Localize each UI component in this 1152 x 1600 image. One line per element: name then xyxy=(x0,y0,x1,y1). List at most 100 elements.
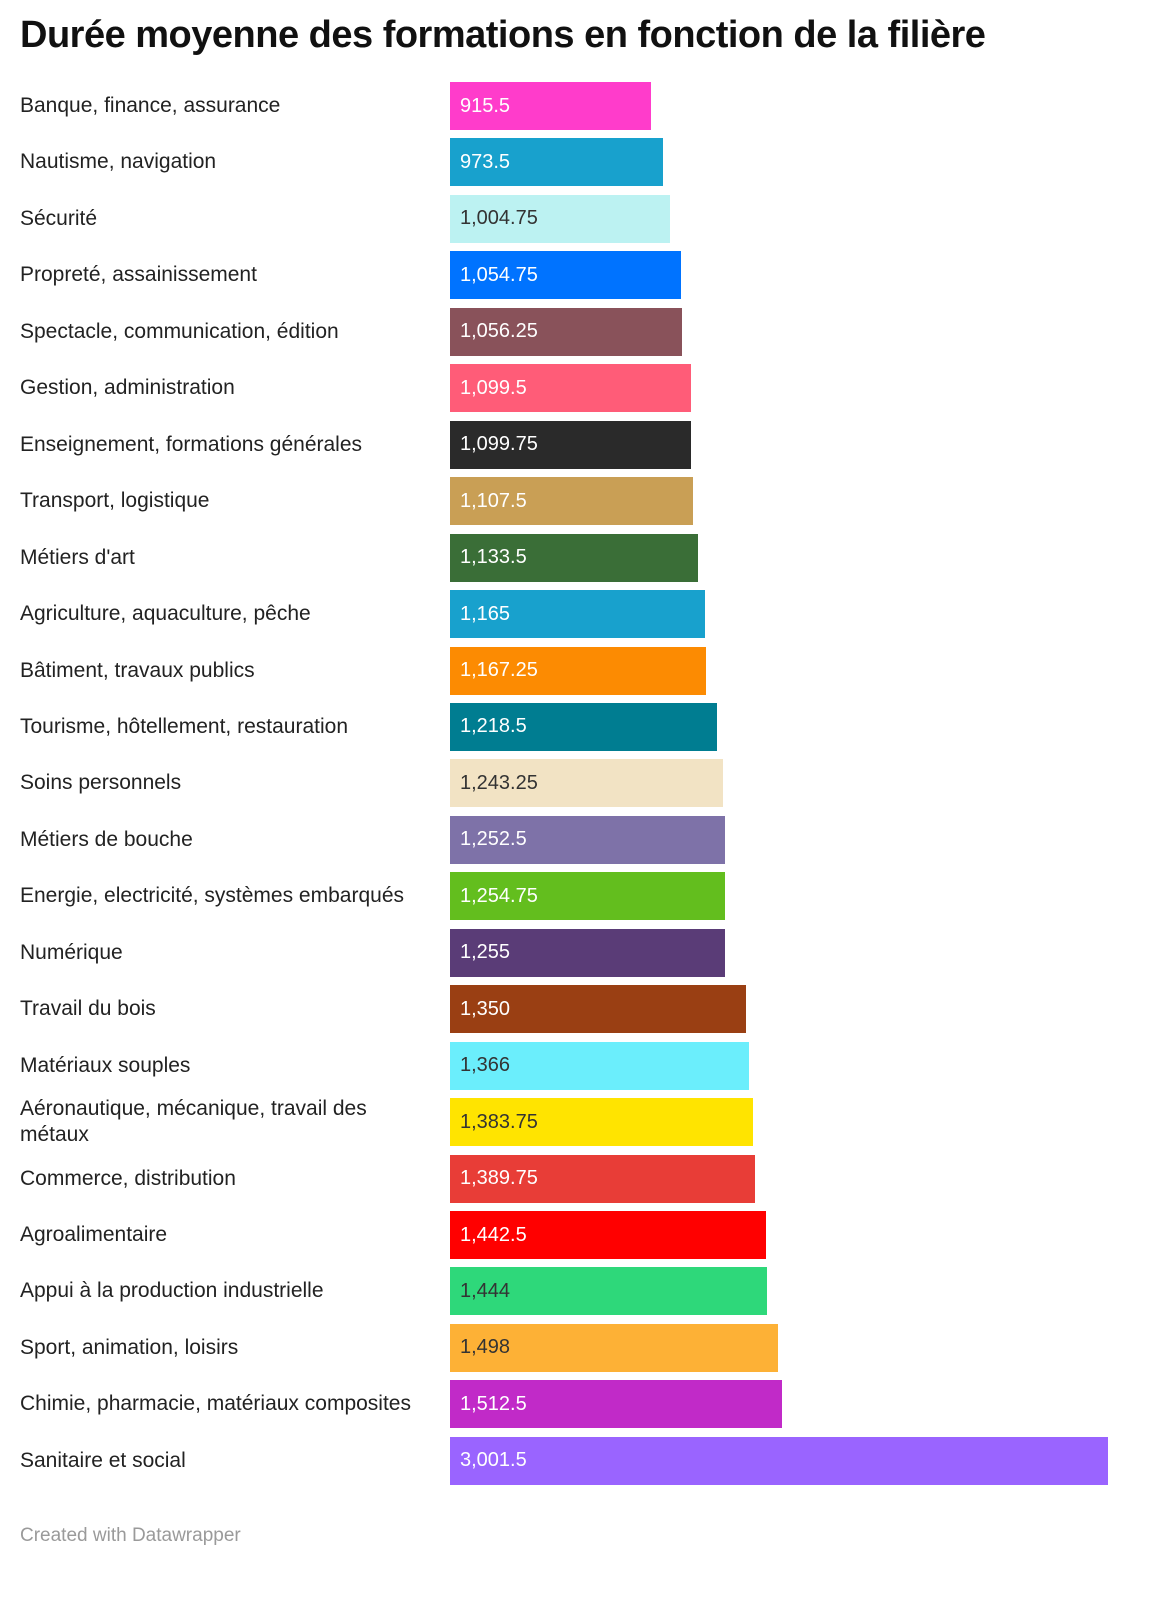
credit-footer: Created with Datawrapper xyxy=(20,1525,241,1546)
bar: 1,255 xyxy=(450,928,726,977)
bar-row: Matériaux souples 1,366 xyxy=(0,1041,1152,1090)
bar: 1,254.75 xyxy=(450,872,726,921)
bar-row: Chimie, pharmacie, matériaux composites 1… xyxy=(0,1380,1152,1429)
bar-row: Métiers d'art 1,133.5 xyxy=(0,533,1152,582)
category-label: Spectacle, communication, édition xyxy=(20,319,339,343)
bar: 1,056.25 xyxy=(450,307,682,356)
bar-value-label: 1,099.5 xyxy=(460,376,527,399)
bar: 1,444 xyxy=(450,1267,767,1316)
category-label: Soins personnels xyxy=(20,771,182,795)
category-label: Matériaux souples xyxy=(20,1053,191,1077)
bar-value-label: 1,444 xyxy=(460,1279,511,1302)
bar: 1,350 xyxy=(450,985,746,1034)
category-label: Bâtiment, travaux publics xyxy=(20,658,255,682)
bar-row: Sécurité 1,004.75 xyxy=(0,194,1152,243)
category-label: Appui à la production industrielle xyxy=(20,1279,324,1303)
category-label: Nautisme, navigation xyxy=(20,150,217,174)
bar-value-label: 1,389.75 xyxy=(460,1167,538,1190)
category-label: Aéronautique, mécanique, travail des mét… xyxy=(20,1097,367,1147)
category-label: Sanitaire et social xyxy=(20,1448,186,1472)
bar: 1,107.5 xyxy=(450,477,693,526)
bar-row: Transport, logistique 1,107.5 xyxy=(0,477,1152,526)
bar-row: Nautisme, navigation 973.5 xyxy=(0,138,1152,187)
category-label: Transport, logistique xyxy=(20,489,210,513)
bar-row: Gestion, administration 1,099.5 xyxy=(0,364,1152,413)
bar-row: Energie, electricité, systèmes embarqués… xyxy=(0,872,1152,921)
bar-row: Travail du bois 1,350 xyxy=(0,985,1152,1034)
category-label: Banque, finance, assurance xyxy=(20,94,281,117)
bar-row: Bâtiment, travaux publics 1,167.25 xyxy=(0,646,1152,695)
category-label: Enseignement, formations générales xyxy=(20,432,363,456)
bar-row: Agriculture, aquaculture, pêche 1,165 xyxy=(0,590,1152,639)
bar: 1,512.5 xyxy=(450,1380,782,1429)
bar-value-label: 1,498 xyxy=(460,1336,511,1359)
bar: 1,165 xyxy=(450,590,706,639)
bar: 1,218.5 xyxy=(450,702,718,751)
bar: 3,001.5 xyxy=(450,1436,1108,1485)
bar-row: Sport, animation, loisirs 1,498 xyxy=(0,1323,1152,1372)
category-label: Travail du bois xyxy=(20,997,156,1021)
bar-value-label: 1,107.5 xyxy=(460,489,527,512)
bar-value-label: 1,099.75 xyxy=(460,433,538,456)
bar-row: Banque, finance, assurance 915.5 xyxy=(0,82,1152,130)
category-label: Métiers de bouche xyxy=(20,827,193,851)
bar: 1,167.25 xyxy=(450,646,706,695)
bar-value-label: 1,054.75 xyxy=(460,263,538,286)
category-label: Sport, animation, loisirs xyxy=(20,1335,239,1359)
bar-value-label: 1,133.5 xyxy=(460,546,527,569)
bar: 1,252.5 xyxy=(450,815,725,864)
category-label: Energie, electricité, systèmes embarqués xyxy=(20,884,404,908)
bar-value-label: 1,366 xyxy=(460,1054,511,1077)
bar-row: Métiers de bouche 1,252.5 xyxy=(0,815,1152,864)
bar-row: Enseignement, formations générales 1,099.… xyxy=(0,420,1152,469)
category-label: Agroalimentaire xyxy=(20,1223,168,1246)
bar-value-label: 973.5 xyxy=(460,150,511,173)
bar: 1,383.75 xyxy=(450,1098,754,1147)
bar: 1,389.75 xyxy=(450,1154,755,1203)
bar-row: Commerce, distribution 1,389.75 xyxy=(0,1154,1152,1203)
category-label: Sécurité xyxy=(20,206,98,230)
chart-title: Durée moyenne des formations en fonction… xyxy=(20,14,986,56)
category-label: Commerce, distribution xyxy=(20,1166,236,1190)
bar-value-label: 1,218.5 xyxy=(460,715,527,738)
bar: 1,099.5 xyxy=(450,364,692,413)
bar-value-label: 3,001.5 xyxy=(460,1449,527,1472)
bar-value-label: 1,442.5 xyxy=(460,1223,527,1246)
bar-value-label: 1,383.75 xyxy=(460,1110,538,1133)
bar-row: Aéronautique, mécanique, travail des mét… xyxy=(0,1097,1152,1147)
bar-row: Tourisme, hôtellement, restauration 1,218… xyxy=(0,702,1152,751)
bar-row: Appui à la production industrielle 1,444 xyxy=(0,1267,1152,1316)
category-label: Gestion, administration xyxy=(20,376,235,400)
bar-row: Spectacle, communication, édition 1,056.2… xyxy=(0,307,1152,356)
bar-row: Soins personnels 1,243.25 xyxy=(0,759,1152,808)
bar-value-label: 915.5 xyxy=(460,94,511,117)
bar: 915.5 xyxy=(450,82,651,130)
bar-row: Propreté, assainissement 1,054.75 xyxy=(0,251,1152,300)
category-label: Tourisme, hôtellement, restauration xyxy=(20,714,348,738)
bar: 1,243.25 xyxy=(450,759,723,808)
bar-row: Sanitaire et social 3,001.5 xyxy=(0,1436,1152,1485)
bar: 1,054.75 xyxy=(450,251,682,300)
bar-value-label: 1,254.75 xyxy=(460,884,538,907)
bar-value-label: 1,255 xyxy=(460,941,511,964)
bar-value-label: 1,167.25 xyxy=(460,659,538,681)
bar-value-label: 1,252.5 xyxy=(460,828,527,851)
bar-value-label: 1,350 xyxy=(460,997,511,1020)
category-label: Propreté, assainissement xyxy=(20,263,257,287)
bar: 1,004.75 xyxy=(450,194,671,243)
bar-value-label: 1,243.25 xyxy=(460,771,538,794)
bar: 973.5 xyxy=(450,138,664,187)
bar-value-label: 1,056.25 xyxy=(460,320,538,343)
bar: 1,498 xyxy=(450,1323,779,1372)
bar: 1,442.5 xyxy=(450,1211,767,1259)
category-label: Chimie, pharmacie, matériaux composites xyxy=(20,1392,411,1416)
bar-value-label: 1,165 xyxy=(460,602,511,625)
bar-row: Agroalimentaire 1,442.5 xyxy=(0,1211,1152,1259)
bar: 1,133.5 xyxy=(450,533,699,582)
bar-value-label: 1,004.75 xyxy=(460,207,538,230)
bar-value-label: 1,512.5 xyxy=(460,1392,527,1415)
bar-row: Numérique 1,255 xyxy=(0,928,1152,977)
bar: 1,366 xyxy=(450,1041,750,1090)
category-label: Métiers d'art xyxy=(20,545,135,569)
